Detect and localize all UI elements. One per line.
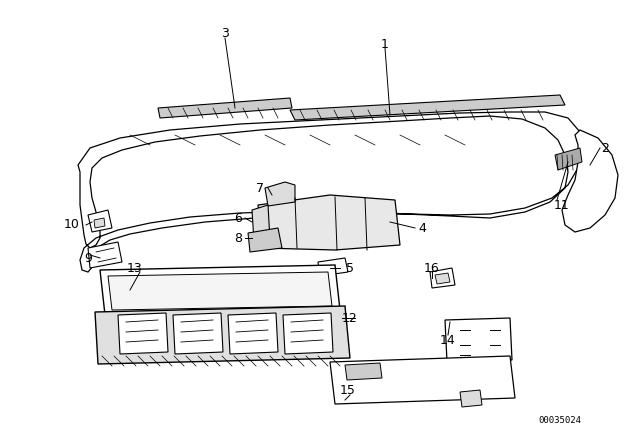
Text: 14: 14 <box>440 333 456 346</box>
Polygon shape <box>318 258 348 276</box>
Text: 9: 9 <box>84 251 92 264</box>
Text: 3: 3 <box>221 26 229 39</box>
Polygon shape <box>290 95 565 120</box>
Text: 7: 7 <box>256 181 264 194</box>
Text: 5: 5 <box>346 262 354 275</box>
Polygon shape <box>265 182 295 206</box>
Polygon shape <box>283 313 333 354</box>
Polygon shape <box>252 205 270 242</box>
Polygon shape <box>88 242 122 268</box>
Polygon shape <box>562 130 618 232</box>
Text: 1: 1 <box>381 38 389 51</box>
Polygon shape <box>248 228 282 252</box>
Text: 8: 8 <box>234 232 242 245</box>
Text: 15: 15 <box>340 383 356 396</box>
Polygon shape <box>460 390 482 407</box>
Text: 10: 10 <box>64 217 80 231</box>
Polygon shape <box>78 112 582 272</box>
Polygon shape <box>108 272 332 310</box>
Polygon shape <box>345 363 382 380</box>
Polygon shape <box>94 218 105 228</box>
Text: 13: 13 <box>127 262 143 275</box>
Text: 6: 6 <box>234 211 242 224</box>
Polygon shape <box>258 195 400 250</box>
Polygon shape <box>435 273 450 284</box>
Text: 16: 16 <box>424 262 440 275</box>
Text: 00035024: 00035024 <box>538 415 582 425</box>
Polygon shape <box>100 265 340 315</box>
Polygon shape <box>430 268 455 288</box>
Polygon shape <box>158 98 292 118</box>
Text: 2: 2 <box>601 142 609 155</box>
Polygon shape <box>88 210 112 232</box>
Text: 11: 11 <box>554 198 570 211</box>
Polygon shape <box>118 313 168 354</box>
Polygon shape <box>445 318 512 362</box>
Polygon shape <box>228 313 278 354</box>
Text: 4: 4 <box>418 221 426 234</box>
Text: 12: 12 <box>342 311 358 324</box>
Polygon shape <box>173 313 223 354</box>
Polygon shape <box>95 306 350 364</box>
Polygon shape <box>555 148 582 170</box>
Polygon shape <box>330 356 515 404</box>
